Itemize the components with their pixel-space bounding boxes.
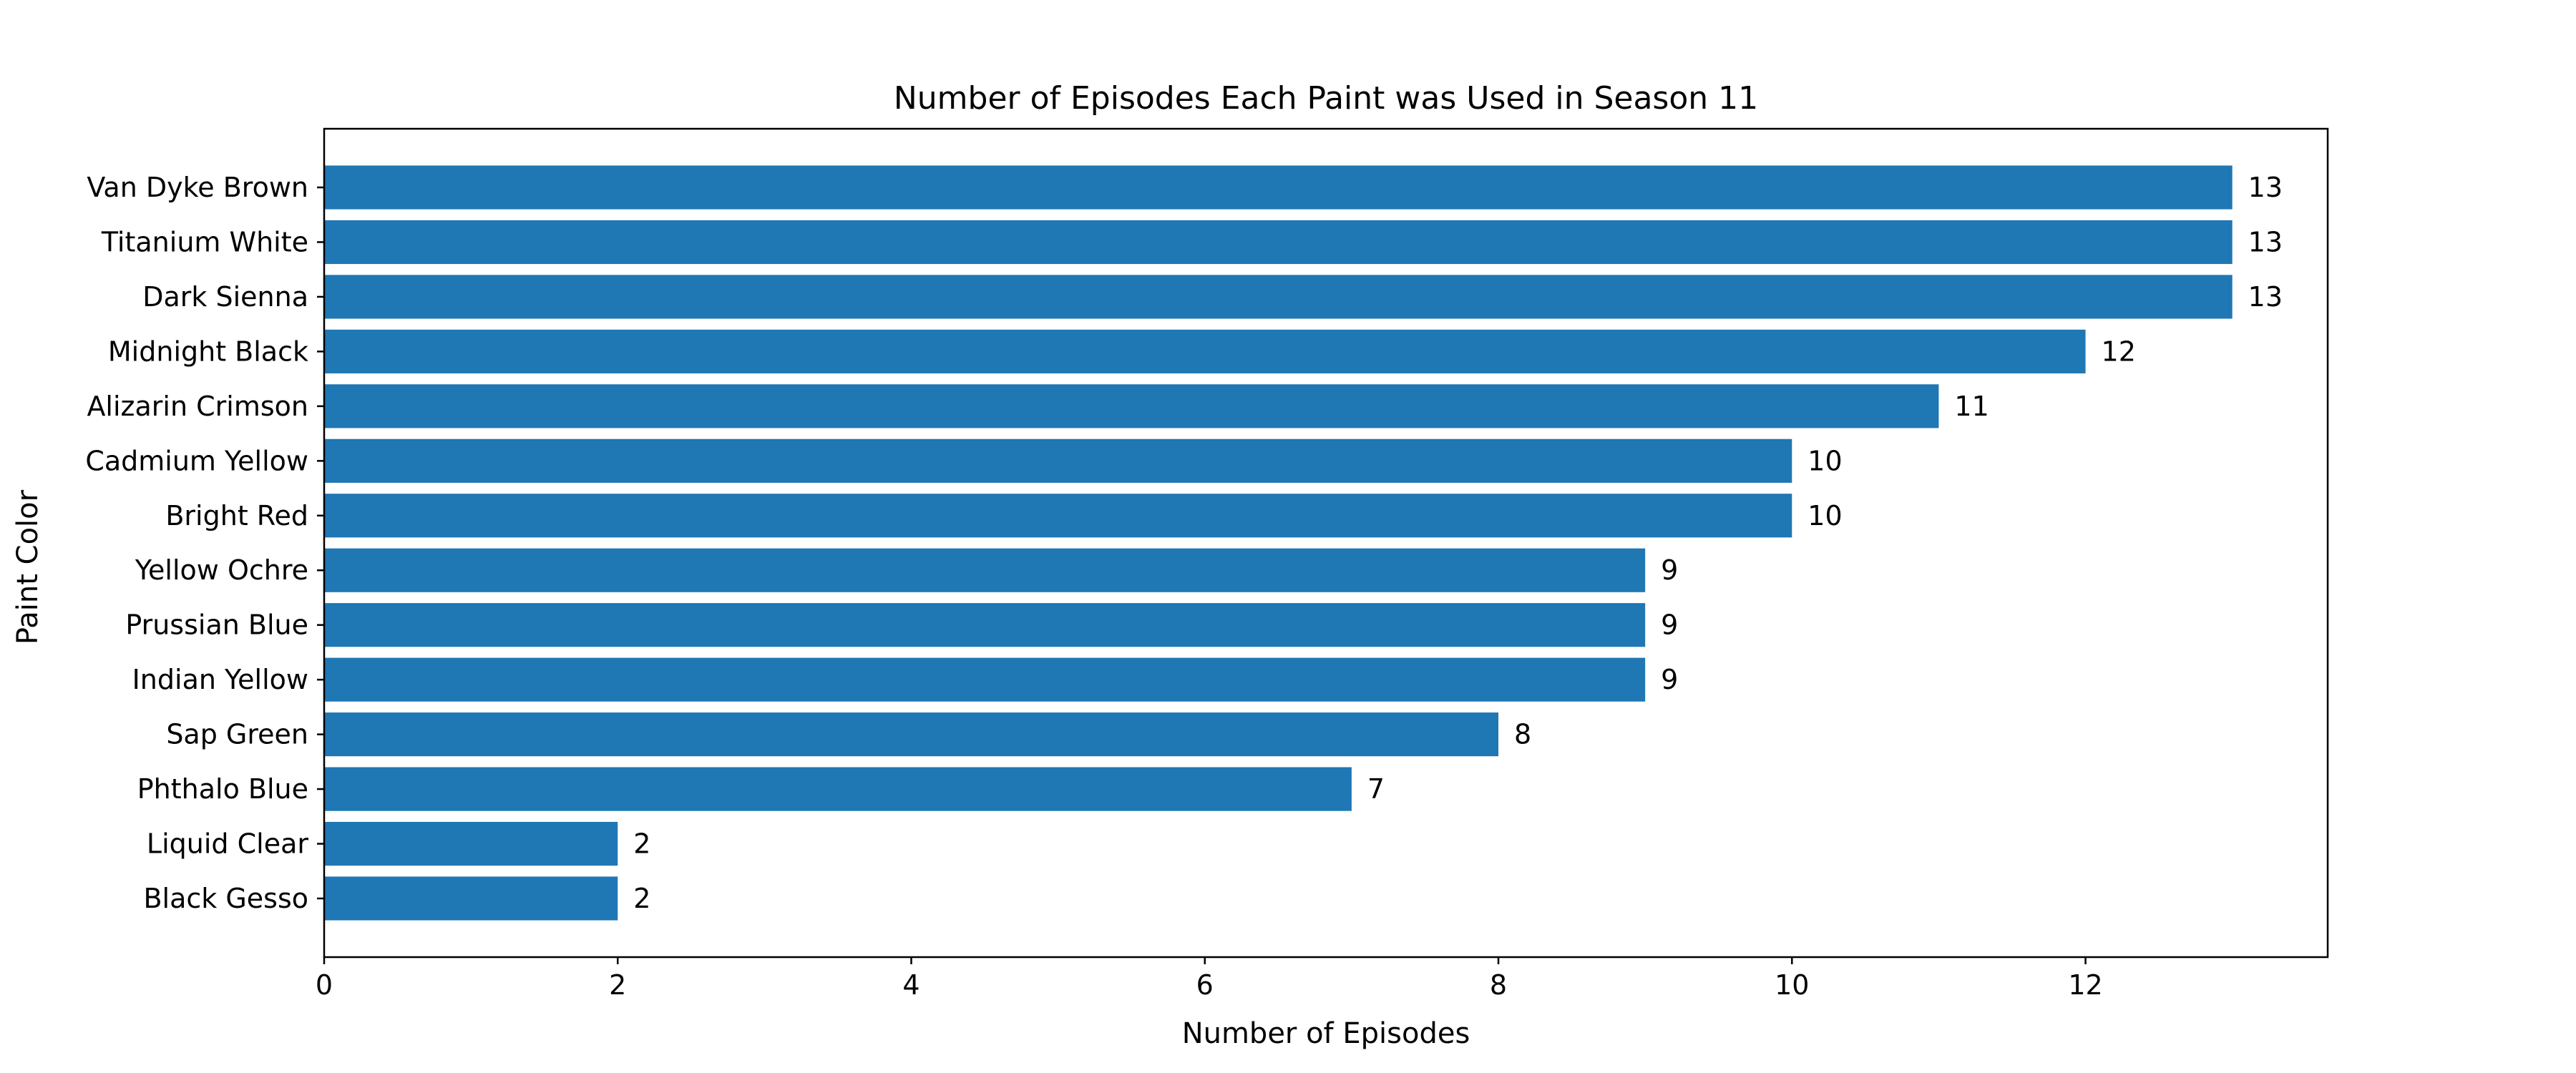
y-tick-label: Van Dyke Brown [87,172,308,203]
x-tick-label: 12 [2068,969,2102,1001]
bar [324,603,1646,647]
bar [324,220,2233,265]
plot-frame [323,127,2329,959]
y-tick-label: Alizarin Crimson [87,391,308,422]
bar-labels-group: 13 13 13 12 11 10 10 9 9 9 8 7 2 2 [633,172,2283,914]
bar [324,767,1352,811]
y-tick-label: Yellow Ochre [135,554,308,586]
bar-value-label: 10 [1807,500,1842,531]
y-tick-label: Indian Yellow [132,664,308,695]
bar-value-label: 9 [1661,609,1678,641]
bars-group [324,165,2233,921]
x-tick-label: 4 [902,969,919,1001]
y-tick-label: Phthalo Blue [137,773,308,805]
x-tick-label: 2 [609,969,626,1001]
y-tick-label: Prussian Blue [125,609,308,641]
bar [324,821,618,866]
x-axis-label: Number of Episodes [1182,1017,1470,1050]
bar-value-label: 13 [2248,172,2283,203]
y-tick-label: Titanium White [101,226,308,258]
bar [324,876,618,921]
bar-value-label: 13 [2248,281,2283,313]
bar-value-label: 13 [2248,226,2283,258]
bar-value-label: 10 [1807,445,1842,476]
bar [324,438,1792,483]
x-axis-ticks: 0 2 4 6 8 10 12 [316,957,2103,1001]
bar [324,329,2086,373]
bar-value-label: 9 [1661,554,1678,586]
bar-value-label: 2 [633,828,650,860]
bar [324,712,1499,757]
bar-value-label: 7 [1367,773,1385,805]
bar [324,384,1939,428]
y-axis-label: Paint Color [11,489,44,645]
bar-value-label: 9 [1661,664,1678,695]
bar-value-label: 2 [633,883,650,914]
y-tick-label: Cadmium Yellow [85,445,308,476]
y-tick-label: Sap Green [166,719,308,750]
x-tick-label: 8 [1490,969,1507,1001]
bar [324,494,1792,538]
x-tick-label: 10 [1775,969,1809,1001]
bar-value-label: 8 [1514,719,1531,750]
bar [324,548,1646,592]
bar [324,165,2233,210]
x-tick-label: 0 [316,969,333,1001]
y-tick-label: Midnight Black [108,335,308,367]
bar-value-label: 12 [2102,335,2136,367]
bar [324,657,1646,702]
bar [324,275,2233,319]
y-axis-ticks: Van Dyke Brown Titanium White Dark Sienna M… [85,172,324,914]
x-tick-label: 6 [1196,969,1214,1001]
y-tick-label: Black Gesso [143,883,308,914]
y-tick-label: Bright Red [165,500,308,531]
y-tick-label: Liquid Clear [147,828,308,860]
chart-title: Number of Episodes Each Paint was Used i… [894,80,1758,117]
bar-value-label: 11 [1954,391,1989,422]
y-tick-label: Dark Sienna [142,281,308,313]
